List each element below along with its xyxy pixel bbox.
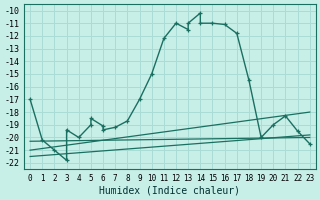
X-axis label: Humidex (Indice chaleur): Humidex (Indice chaleur) [100,186,240,196]
